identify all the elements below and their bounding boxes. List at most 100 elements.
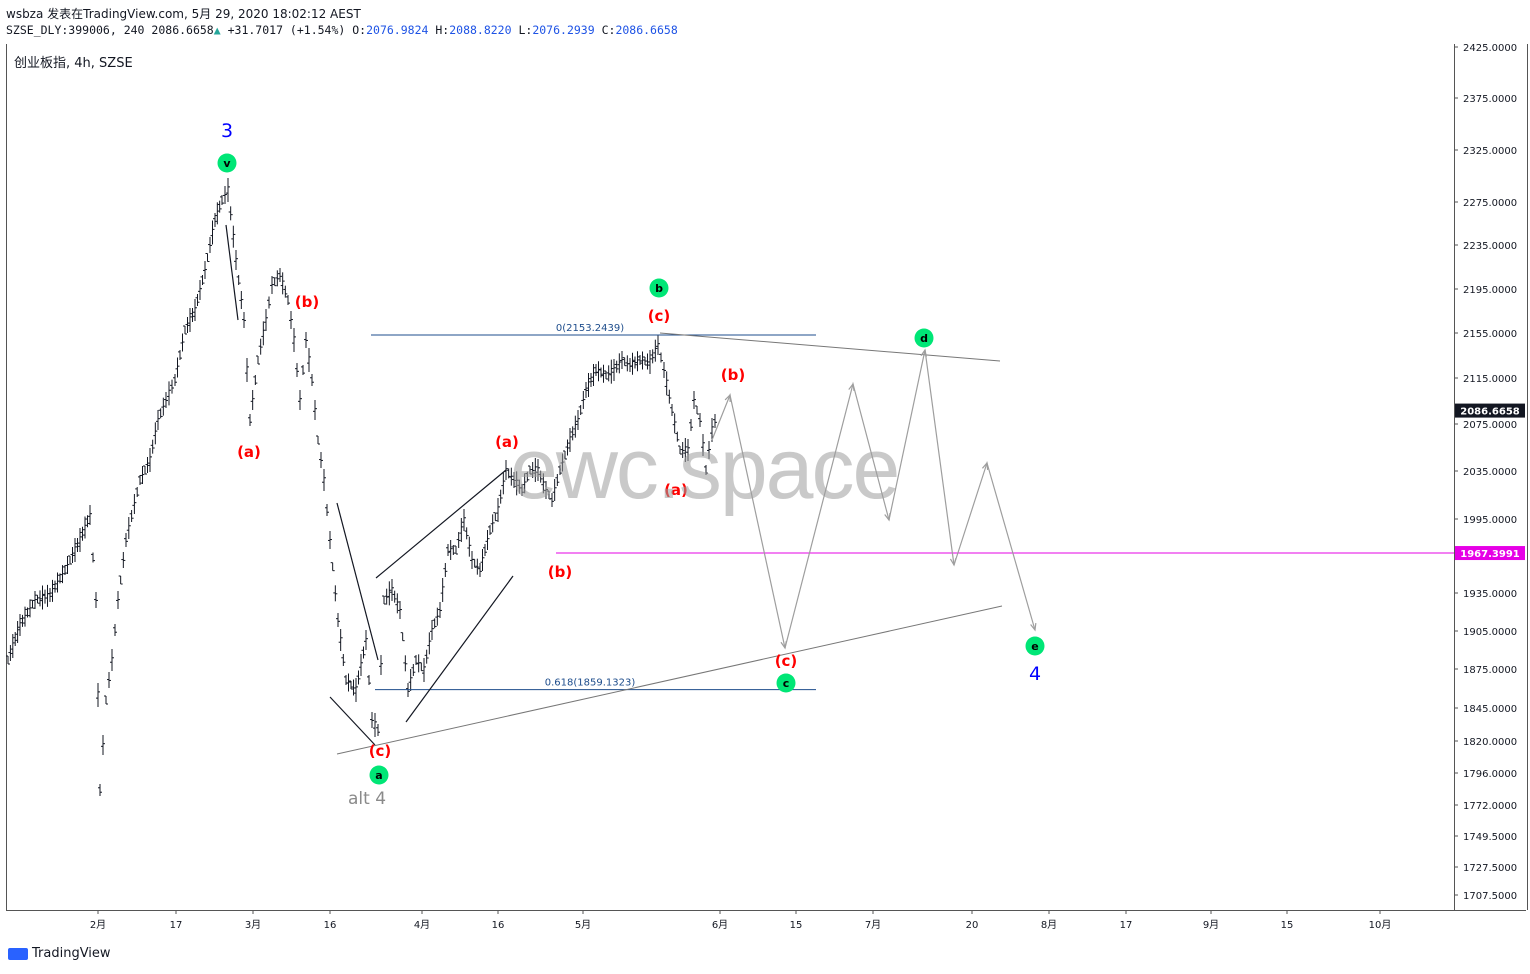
price-tick-label: 1707.5000 [1463, 891, 1517, 902]
wave-circle-label: d [920, 332, 928, 345]
projection-arrowhead [920, 348, 927, 357]
price-tick-label: 1772.0000 [1463, 801, 1517, 812]
level-tag [1455, 546, 1525, 561]
price-tick-label: 2155.0000 [1463, 329, 1517, 340]
time-tick-label: 3月 [245, 919, 261, 931]
time-tick-label: 10月 [1369, 919, 1392, 931]
tradingview-logo-icon [8, 947, 28, 960]
wave-label-red: (a) [495, 433, 519, 451]
price-tick-label: 2375.0000 [1463, 94, 1517, 105]
wave-circle-label: b [655, 282, 663, 295]
price-tick-label: 1727.5000 [1463, 863, 1517, 874]
degree-label: 4 [1029, 663, 1041, 685]
wave-label-red: (b) [548, 563, 572, 581]
wave-label-red: (b) [721, 366, 745, 384]
price-tick-label: 2035.0000 [1463, 467, 1517, 478]
price-tick-label: 1820.0000 [1463, 737, 1517, 748]
symbol-title: 创业板指, 4h, SZSE [14, 56, 133, 71]
price-tick-label: 1875.0000 [1463, 665, 1517, 676]
wave-circle [369, 765, 389, 785]
time-tick-label: 20 [966, 920, 979, 931]
fib-label-0: 0(2153.2439) [556, 323, 624, 334]
time-tick-label: 15 [1281, 920, 1294, 931]
time-tick-label: 6月 [712, 919, 728, 931]
wave-circle-label: c [783, 677, 790, 690]
time-axis[interactable] [6, 910, 1526, 939]
time-tick-label: 16 [492, 920, 505, 931]
projection-arrowhead [884, 512, 891, 522]
time-tick-label: 8月 [1041, 919, 1057, 931]
up-triangle-icon: ▲ [213, 23, 221, 37]
close-label: C: [601, 23, 616, 37]
projection-arrowhead [1030, 622, 1037, 632]
time-tick-label: 9月 [1203, 919, 1219, 931]
high-label: H: [435, 23, 450, 37]
chart-plot-area[interactable] [6, 44, 1455, 910]
trendline [336, 502, 379, 661]
alt-label: alt 4 [348, 789, 386, 809]
price-change: +31.7017 (+1.54%) [227, 23, 346, 37]
projection-arrowhead [981, 461, 989, 471]
symbol-interval: SZSE_DLY:399006, 240 [6, 23, 145, 37]
time-tick-label: 7月 [865, 919, 881, 931]
close-value: 2086.6658 [615, 23, 678, 37]
price-tick-label: 1749.5000 [1463, 832, 1517, 843]
price-tick-label: 2075.0000 [1463, 420, 1517, 431]
trendline [329, 696, 376, 746]
open-value: 2076.9824 [366, 23, 429, 37]
triangle-lower-line [336, 605, 1003, 755]
price-tick-label: 1995.0000 [1463, 515, 1517, 526]
current-price-label: 2086.6658 [1460, 407, 1520, 418]
ohlc-legend: SZSE_DLY:399006, 240 2086.6658▲ +31.7017… [6, 23, 678, 37]
wave-label-red: (a) [664, 481, 688, 499]
wave-label-red: (c) [775, 652, 798, 670]
wave-circle [649, 278, 669, 298]
price-axis[interactable] [1454, 44, 1528, 910]
price-tick-label: 1845.0000 [1463, 704, 1517, 715]
price-tick-label: 2275.0000 [1463, 198, 1517, 209]
triangle-upper-line [659, 332, 1001, 362]
price-tick-label: 2425.0000 [1463, 43, 1517, 54]
wave-circle [1025, 636, 1045, 656]
last-price: 2086.6658 [151, 23, 214, 37]
tradingview-logo-text: TradingView [32, 946, 111, 961]
wave-circle [914, 328, 934, 348]
trendline [405, 575, 514, 723]
price-tick-label: 2325.0000 [1463, 146, 1517, 157]
low-label: L: [518, 23, 533, 37]
wave-label-red: (c) [648, 307, 671, 325]
high-value: 2088.8220 [449, 23, 512, 37]
open-label: O: [352, 23, 367, 37]
time-tick-label: 5月 [575, 919, 591, 931]
projection-path [711, 349, 1036, 649]
wave-circle [776, 673, 796, 693]
tradingview-logo[interactable]: TradingView [8, 946, 111, 961]
low-value: 2076.2939 [532, 23, 595, 37]
time-tick-label: 15 [790, 920, 803, 931]
trendline [375, 469, 507, 579]
level-tag-label: 1967.3991 [1460, 549, 1520, 560]
time-tick-label: 16 [324, 920, 337, 931]
time-tick-label: 4月 [414, 919, 430, 931]
time-tick-label: 2月 [90, 919, 106, 931]
wave-label-red: (a) [237, 443, 261, 461]
projection-arrowhead [848, 382, 855, 392]
price-tick-label: 1796.0000 [1463, 769, 1517, 780]
publish-info: wsbza 发表在TradingView.com, 5月 29, 2020 18… [6, 7, 361, 21]
wave-circle-label: a [375, 769, 382, 782]
time-tick-label: 17 [170, 920, 183, 931]
wave-label-red: (c) [369, 742, 392, 760]
fib-label-0618: 0.618(1859.1323) [545, 678, 636, 689]
price-tick-label: 2235.0000 [1463, 241, 1517, 252]
projection-arrowhead [724, 393, 731, 403]
price-tick-label: 1935.0000 [1463, 589, 1517, 600]
price-tick-label: 2195.0000 [1463, 285, 1517, 296]
projection-arrowhead [780, 641, 787, 650]
wave-circle [217, 153, 237, 173]
trendline [225, 224, 239, 321]
projection-arrowhead [949, 558, 957, 567]
current-price-tag [1455, 403, 1525, 418]
wave-label-red: (b) [295, 293, 319, 311]
price-tick-label: 2115.0000 [1463, 374, 1517, 385]
